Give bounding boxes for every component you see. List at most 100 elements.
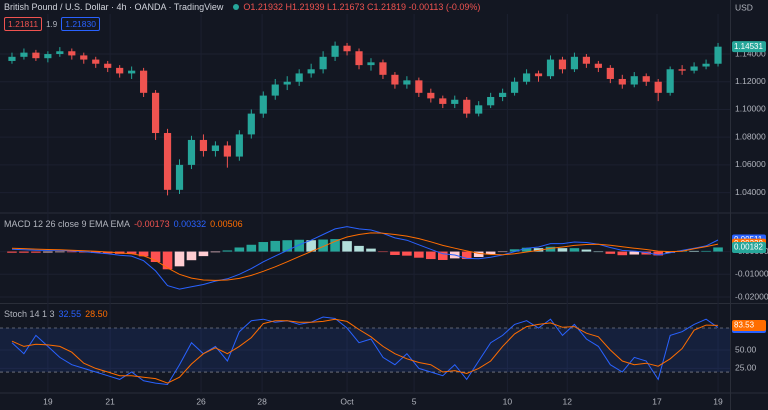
macd-value: -0.00173: [134, 219, 170, 229]
y-tick-label: 50.00: [735, 344, 757, 354]
candle-body: [678, 69, 686, 71]
currency: USD: [735, 2, 753, 12]
x-tick-label: 21: [105, 396, 115, 406]
stoch-value: 32.55: [58, 309, 82, 319]
macd-legend: MACD 12 26 close 9 EMA EMA -0.00173 0.00…: [4, 219, 243, 229]
candle-body: [654, 81, 662, 93]
histogram-bar: [282, 240, 292, 252]
histogram-bar: [509, 249, 520, 252]
candle-body: [199, 139, 208, 152]
histogram-bar: [461, 251, 472, 260]
y-tick-label: 25.00: [735, 363, 757, 373]
histogram-bar: [653, 251, 663, 256]
candle-body: [391, 74, 399, 85]
candle-body: [499, 92, 507, 97]
candle-body: [487, 96, 495, 106]
candle-body: [475, 105, 483, 114]
histogram-bar: [701, 250, 711, 252]
histogram-bar: [605, 251, 616, 254]
sell-price[interactable]: 1.21811: [4, 17, 43, 31]
histogram-bar: [617, 251, 628, 256]
candle-body: [642, 76, 650, 82]
candle-body: [104, 63, 112, 68]
x-tick-label: Oct: [340, 396, 354, 406]
candle-body: [558, 59, 567, 70]
histogram-bar: [234, 247, 245, 252]
x-tick-label: 26: [196, 396, 206, 406]
candle-body: [666, 69, 674, 93]
candle-body: [92, 59, 100, 64]
macd-value: 0.00332: [173, 219, 207, 229]
indicator-line: [11, 226, 719, 290]
candle-body: [140, 70, 148, 93]
histogram-bar: [246, 244, 257, 252]
histogram-bar: [7, 251, 17, 253]
histogram-bar: [186, 251, 197, 261]
macd-label: MACD 12 26 close 9 EMA EMA: [4, 219, 131, 229]
histogram-bar: [569, 248, 580, 252]
histogram-bar: [318, 239, 328, 252]
candle-body: [690, 66, 698, 71]
trade-buttons: 1.21811 1.9 1.21830: [4, 17, 100, 31]
y-tick-label: 1.14000: [735, 48, 766, 58]
last-value-box: [732, 319, 766, 331]
histogram-bar: [485, 251, 496, 255]
candle-body: [56, 51, 64, 55]
histogram-bar: [126, 251, 137, 254]
stoch-label: Stoch 14 1 3: [4, 309, 55, 319]
histogram-bar: [270, 240, 281, 252]
chart-header: British Pound / U.S. Dollar · 4h · OANDA…: [4, 2, 480, 12]
stoch-band: [0, 328, 730, 373]
histogram-bar: [557, 248, 568, 252]
candle-body: [20, 52, 28, 57]
histogram-bar: [19, 251, 29, 253]
histogram-bar: [366, 248, 376, 252]
candle-body: [295, 73, 303, 82]
histogram-bar: [198, 251, 209, 257]
candle-body: [379, 62, 387, 75]
candle-body: [259, 95, 267, 114]
candle-body: [427, 92, 435, 99]
candle-body: [68, 51, 76, 56]
y-tick-label: 1.04000: [735, 187, 766, 197]
x-tick-label: 17: [652, 396, 662, 406]
ohlc: O1.21932 H1.21939 L1.21673 C1.21819 -0.0…: [243, 2, 481, 12]
candle-body: [534, 73, 543, 77]
candle-body: [403, 80, 411, 85]
histogram-bar: [713, 247, 723, 252]
last-value-label: 83.53: [734, 321, 755, 330]
histogram-bar: [138, 251, 149, 257]
histogram-bar: [31, 251, 41, 253]
histogram-bar: [354, 245, 364, 252]
candle-body: [319, 56, 327, 70]
last-value-box: [732, 41, 766, 53]
candle-body: [439, 98, 447, 104]
candle-body: [175, 164, 184, 190]
histogram-bar: [521, 247, 532, 252]
candle-body: [355, 51, 363, 66]
histogram-bar: [222, 250, 233, 252]
histogram-bar: [294, 239, 304, 252]
candle-body: [511, 81, 519, 93]
histogram-bar: [342, 241, 352, 252]
candle-body: [80, 55, 88, 60]
histogram-bar: [533, 248, 544, 252]
candle-body: [187, 139, 196, 165]
histogram-bar: [689, 250, 699, 252]
candle-body: [151, 92, 160, 134]
candle-body: [714, 46, 722, 64]
x-tick-label: 5: [412, 396, 417, 406]
candle-body: [223, 145, 231, 157]
y-tick-label: 1.06000: [735, 159, 766, 169]
histogram-bar: [330, 239, 340, 252]
last-value-label: 0.00182: [734, 243, 763, 252]
x-tick-label: 19: [713, 396, 723, 406]
buy-price[interactable]: 1.21830: [61, 17, 100, 31]
x-tick-label: 19: [43, 396, 53, 406]
candle-body: [128, 70, 136, 74]
candle-body: [116, 67, 124, 74]
y-tick-label: -0.01000: [735, 269, 768, 279]
histogram-bar: [210, 251, 221, 253]
